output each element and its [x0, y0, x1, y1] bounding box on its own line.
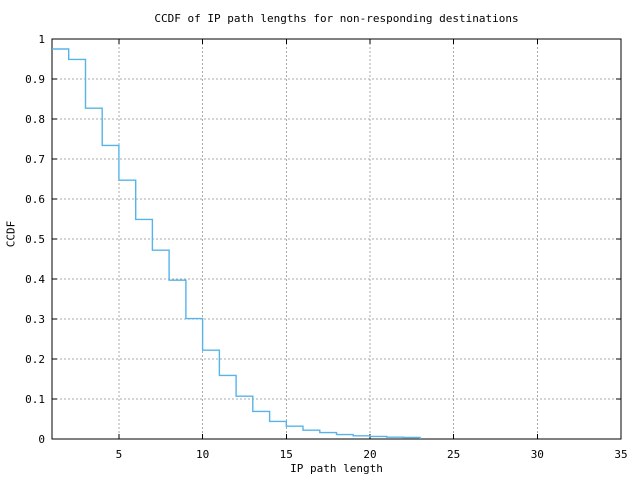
tick-labels: 5 10 15 20 25 30 35 0 0.1 0.2 0.3 0.4 0.5 0.6 0.7 0.8 0.… [25, 33, 628, 461]
y-tick-label: 0.6 [25, 193, 45, 206]
x-axis-label: IP path length [290, 462, 383, 475]
y-axis-label: CCDF [4, 220, 18, 248]
chart-title: CCDF of IP path lengths for non-respondi… [154, 12, 519, 25]
y-tick-label: 0.2 [25, 353, 45, 366]
x-tick-label: 10 [196, 448, 209, 461]
y-tick-label: 1 [38, 33, 45, 46]
gridlines [52, 39, 621, 439]
y-tick-label: 0.1 [25, 393, 45, 406]
x-tick-label: 20 [363, 448, 376, 461]
y-tick-label: 0.7 [25, 153, 45, 166]
x-tick-label: 30 [531, 448, 544, 461]
y-tick-label: 0.3 [25, 313, 45, 326]
x-tick-label: 25 [447, 448, 460, 461]
y-tick-label: 0.5 [25, 233, 45, 246]
axis-frame [51, 38, 622, 440]
y-tick-label: 0.9 [25, 73, 45, 86]
y-tick-label: 0 [38, 433, 45, 446]
y-tick-label: 0.4 [25, 273, 45, 286]
ccdf-curve [52, 48, 421, 439]
x-tick-label: 15 [280, 448, 293, 461]
x-tick-label: 35 [614, 448, 627, 461]
y-tick-label: 0.8 [25, 113, 45, 126]
x-tick-label: 5 [116, 448, 123, 461]
